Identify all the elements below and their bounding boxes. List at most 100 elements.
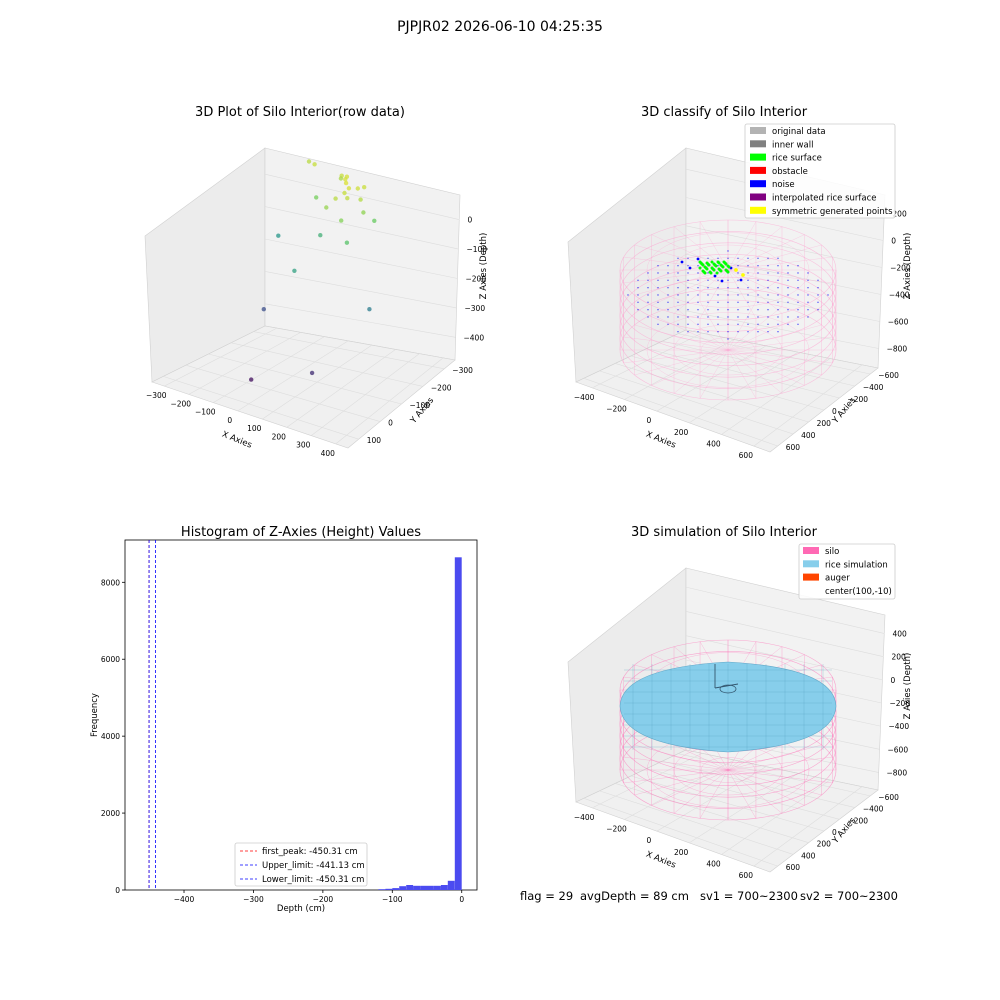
surface-grid-point <box>737 257 739 259</box>
surface-grid-point <box>727 309 729 311</box>
p1-zgrid <box>264 206 459 250</box>
surface-grid-point <box>797 309 799 311</box>
surface-grid-point <box>717 316 719 318</box>
surface-grid-point <box>657 309 659 311</box>
surface-grid-point <box>737 331 739 333</box>
data-point <box>338 176 344 181</box>
surface-grid-point <box>817 279 819 281</box>
legend-swatch <box>750 180 766 188</box>
rice-surface-point <box>703 271 707 275</box>
p2-ztick: −800 <box>887 345 908 354</box>
rice-surface-point <box>717 261 721 265</box>
surface-grid-point <box>697 272 699 274</box>
surface-grid-point <box>667 279 669 281</box>
panel3-legend: first_peak: -450.31 cm Upper_limit: -441.… <box>234 842 368 887</box>
p2-ytick: 200 <box>817 419 832 428</box>
surface-grid-point <box>717 257 719 259</box>
x-tick-label: −400 <box>174 895 195 904</box>
surface-grid-point <box>807 272 809 274</box>
surface-grid-point <box>677 323 679 325</box>
surface-grid-point <box>797 279 799 281</box>
surface-grid-point <box>757 257 759 259</box>
surface-grid-point <box>687 279 689 281</box>
p4-ztick: 400 <box>893 630 908 639</box>
histogram-bar <box>378 889 386 890</box>
p1-xtick: −200 <box>170 399 191 408</box>
p2-zgrid <box>685 197 884 241</box>
p1-ztick: −300 <box>465 304 486 313</box>
symmetric-point <box>741 273 745 277</box>
panel4-legend-frame <box>798 543 896 600</box>
surface-grid-point <box>637 309 639 311</box>
legend-label: inner wall <box>772 140 813 150</box>
surface-grid-point <box>687 265 689 267</box>
legend-label: symmetric generated points <box>772 207 893 217</box>
surface-grid-point <box>717 287 719 289</box>
legend-swatch <box>803 573 819 581</box>
surface-grid-point <box>647 279 649 281</box>
data-point <box>249 377 254 382</box>
surface-grid-point <box>707 272 709 274</box>
p2-ytick: 600 <box>786 443 801 452</box>
figure-suptitle: PJPJR02 2026-06-10 04:25:35 <box>397 19 603 35</box>
surface-grid-point <box>747 265 749 267</box>
surface-grid-point <box>767 265 769 267</box>
legend-label: Lower_limit: -450.31 cm <box>262 875 364 885</box>
rice-surface-point <box>724 262 728 266</box>
surface-grid-point <box>677 257 679 259</box>
data-point <box>292 268 297 273</box>
y-tick-label: 4000 <box>101 732 120 741</box>
p1-ytick: 100 <box>367 436 382 445</box>
surface-grid-point <box>647 309 649 311</box>
surface-grid-point <box>767 331 769 333</box>
surface-grid-point <box>757 265 759 267</box>
surface-grid-point <box>707 287 709 289</box>
p1-ytick: −200 <box>431 383 452 392</box>
p2-ztick: −200 <box>890 264 911 273</box>
p1-ztick: −200 <box>466 275 487 284</box>
surface-grid-point <box>747 257 749 259</box>
p4-ztick: −800 <box>887 768 908 777</box>
panel3-y-ticks: 0 2000 4000 6000 8000 <box>101 578 125 895</box>
surface-grid-point <box>727 338 729 340</box>
panel3-bars <box>378 557 462 890</box>
surface-grid-point <box>797 294 799 296</box>
x-tick-label: 0 <box>459 895 464 904</box>
legend-label: center(100,-10) <box>825 587 892 597</box>
panel3-xlabel: Depth (cm) <box>277 904 325 914</box>
surface-grid-point <box>707 309 709 311</box>
histogram-bar <box>454 557 462 890</box>
surface-grid-point <box>767 309 769 311</box>
surface-grid-point <box>667 301 669 303</box>
surface-grid-point <box>787 294 789 296</box>
rice-surface-point <box>707 263 711 267</box>
panel2-points <box>627 250 829 340</box>
surface-grid-point <box>787 301 789 303</box>
surface-grid-point <box>747 316 749 318</box>
surface-grid-point <box>677 279 679 281</box>
panel4-xlabel: X Axies <box>644 850 677 871</box>
info-line: flag = 29 avgDepth = 89 cm sv1 = 700~230… <box>520 889 898 903</box>
p4-xtick: −400 <box>574 813 595 822</box>
surface-grid-point <box>717 309 719 311</box>
p2-ztick: −600 <box>888 318 909 327</box>
panel4-rice-surface <box>619 661 837 753</box>
surface-grid-point <box>807 294 809 296</box>
surface-grid-point <box>637 301 639 303</box>
p4-ztick: 0 <box>891 676 896 685</box>
panel3-x-ticks: −400 −300 −200 −100 0 <box>174 890 464 904</box>
panel-classify-3d: 3D classify of Silo Interior −400−200020… <box>567 105 913 460</box>
p4-ytick: 400 <box>801 851 816 860</box>
p1-ztick: 0 <box>468 216 473 225</box>
legend-swatch <box>750 127 766 134</box>
panel4-z-ticks: 400 200 0 −200 −400 −600 −800 <box>887 630 911 778</box>
surface-grid-point <box>757 272 759 274</box>
surface-grid-point <box>637 279 639 281</box>
p2-ygrid <box>630 355 825 411</box>
legend-label: Upper_limit: -441.13 cm <box>262 861 365 871</box>
surface-grid-point <box>697 323 699 325</box>
surface-grid-point <box>777 287 779 289</box>
legend-swatch <box>803 547 819 554</box>
surface-grid-point <box>677 309 679 311</box>
